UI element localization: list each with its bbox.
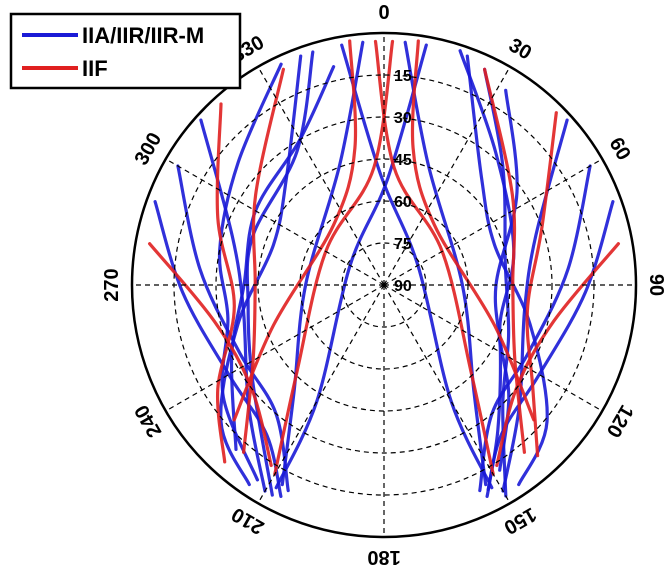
elevation-label-30: 30: [394, 110, 412, 127]
azimuth-label-60: 60: [605, 134, 635, 164]
track-iia-17: [485, 200, 615, 498]
track-iia-5: [176, 164, 290, 493]
elevation-circle-30: [215, 116, 553, 454]
track-iia-16: [153, 200, 283, 498]
track-iif-2: [242, 67, 285, 454]
track-iif-9: [215, 102, 236, 464]
elevation-label-75: 75: [394, 236, 412, 253]
legend-label-iif: IIF: [82, 56, 108, 81]
azimuth-label-240: 240: [131, 401, 167, 441]
track-iif-8: [525, 111, 558, 458]
azimuth-spoke-150: [383, 284, 511, 504]
elevation-circle-75: [341, 242, 427, 328]
track-iia-6: [217, 62, 283, 482]
legend: IIA/IIR/IIR-M IIF: [9, 12, 242, 90]
track-iia-10: [280, 40, 365, 487]
elevation-grid: [130, 31, 638, 539]
azimuth-label-270: 270: [101, 268, 123, 301]
track-iif-5: [232, 39, 358, 422]
track-iia-3: [486, 88, 519, 492]
azimuth-label-300: 300: [131, 129, 167, 169]
azimuth-spoke-210: [257, 284, 385, 504]
azimuth-spoke-60: [383, 158, 603, 286]
track-iia-4: [478, 164, 592, 493]
elevation-label-60: 60: [394, 194, 412, 211]
azimuth-spoke-120: [383, 284, 603, 412]
azimuth-label-120: 120: [602, 401, 638, 441]
legend-box: [9, 12, 242, 90]
azimuth-label-0: 0: [378, 2, 389, 24]
track-iia-11: [403, 40, 488, 487]
track-iif-4: [410, 39, 536, 422]
elevation-label-90: 90: [394, 278, 412, 295]
azimuth-label-30: 30: [505, 34, 535, 64]
outer-circle: [130, 31, 638, 539]
track-iif-7: [495, 242, 620, 468]
azimuth-spoke-240: [165, 284, 385, 412]
azimuth-spoke-30: [383, 66, 511, 286]
azimuth-spoke-330: [257, 66, 385, 286]
azimuth-label-150: 150: [500, 503, 540, 539]
track-iia-2: [483, 67, 511, 498]
azimuth-spoke-300: [165, 158, 385, 286]
legend-label-iia: IIA/IIR/IIR-M: [82, 23, 204, 48]
track-iia-15: [199, 118, 267, 493]
azimuth-label-90: 90: [645, 274, 667, 296]
track-iif-6: [148, 242, 273, 468]
track-iia-12: [219, 54, 303, 487]
elevation-label-45: 45: [394, 152, 412, 169]
azimuth-label-210: 210: [228, 503, 268, 539]
elevation-label-15: 15: [394, 68, 412, 85]
azimuth-label-180: 180: [367, 546, 400, 568]
track-iia-1: [229, 65, 336, 451]
